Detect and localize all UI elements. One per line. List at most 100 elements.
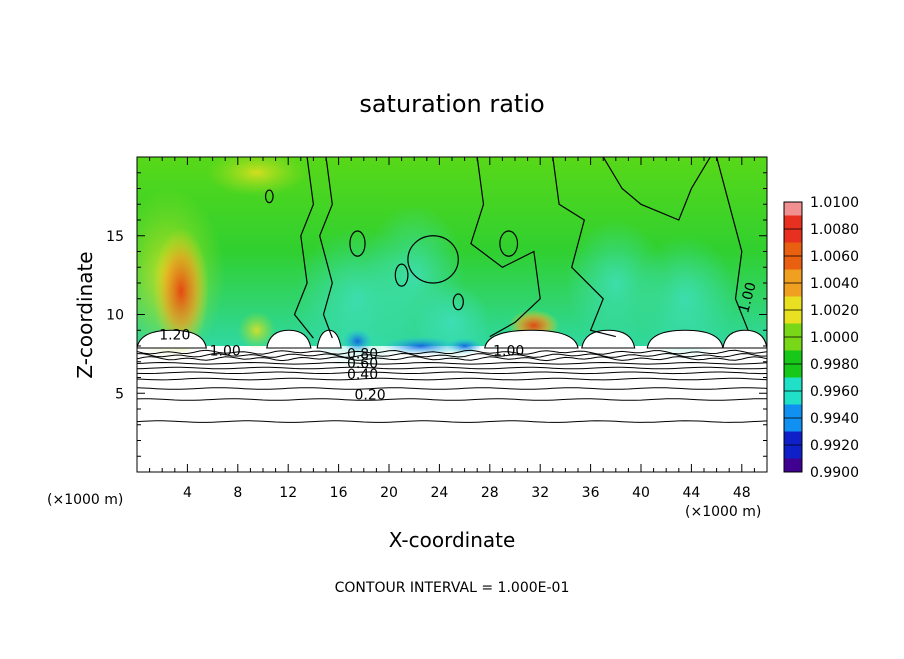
colorbar-tick-label: 1.0020 [810, 303, 859, 319]
x-axis: 4 8 12 16 20 24 28 32 36 40 44 48 [149, 157, 755, 501]
contour-label: 1.00 [736, 281, 760, 315]
x-tick-label: 28 [481, 485, 499, 501]
contour-line [137, 352, 767, 358]
x-tick-label: 44 [682, 485, 700, 501]
contour-line [137, 361, 767, 365]
colorbar-swatch [784, 337, 802, 351]
contour-line [452, 293, 464, 311]
plot-area: 0.20 0.400.600.80 1.00 1.20 1.00 1.00 [136, 156, 768, 473]
colorbar-tick-label: 1.0000 [810, 330, 859, 346]
contour-interval-note: CONTOUR INTERVAL = 1.000E-01 [335, 580, 570, 596]
supersat-top [206, 157, 308, 197]
contour-label: 1.00 [210, 343, 241, 359]
cloud-patch [266, 329, 312, 349]
contour-line [349, 230, 366, 257]
colorbar-tick-label: 0.9980 [810, 357, 859, 373]
contour-label: 1.00 [493, 343, 524, 359]
supersat-patch [237, 311, 276, 350]
x-axis-label: X-coordinate [389, 528, 516, 552]
contour-line [319, 157, 333, 339]
cloud-patch [137, 329, 207, 349]
colorbar-swatch [784, 364, 802, 378]
subsat-edge [342, 328, 373, 354]
contour-line [470, 157, 541, 338]
colorbar-swatch [784, 323, 802, 337]
cloud-patch [722, 329, 767, 349]
colorbar: 1.0100 1.0080 1.0060 1.0040 1.0020 1.0000 0.99… [783, 195, 859, 481]
contour-line [137, 371, 767, 375]
contour-line [137, 349, 767, 355]
cloud-patch [484, 329, 579, 349]
supersat-core [153, 227, 209, 354]
contour-line [264, 189, 274, 204]
contour-label: 1.20 [159, 328, 190, 344]
contour-line [499, 230, 519, 257]
chart-title: saturation ratio [359, 90, 544, 118]
colorbar-swatch [784, 418, 802, 432]
contour-label: 0.40 [347, 367, 378, 383]
colorbar-tick-label: 1.0040 [810, 276, 859, 292]
contour-line [552, 157, 616, 338]
cloud-patch [646, 329, 724, 349]
contour-line [137, 366, 767, 370]
cloud-patch [581, 329, 636, 349]
colorbar-swatch [784, 350, 802, 364]
contour-line [407, 235, 459, 284]
colorbar-swatch [784, 269, 802, 283]
colorbar-swatch [784, 215, 802, 229]
y-axis-label: Z-coordinate [73, 251, 97, 378]
x-tick-label: 40 [632, 485, 650, 501]
contour-label: 0.20 [355, 388, 386, 404]
contour-label: 0.60 [347, 356, 378, 372]
contour-line [716, 157, 749, 331]
x-unit-right: (×1000 m) [685, 504, 761, 520]
contour-line [137, 356, 767, 362]
x-tick-label: 20 [380, 485, 398, 501]
colorbar-swatch [784, 445, 802, 459]
colorbar-swatch [784, 202, 802, 216]
y-tick-label: 15 [106, 229, 124, 245]
contour-line [293, 157, 315, 339]
colorbar-tick-label: 1.0100 [810, 195, 859, 211]
x-tick-label: 48 [733, 485, 751, 501]
y-tick-label: 5 [115, 386, 124, 402]
colorbar-tick-label: 1.0080 [810, 222, 859, 238]
subsat-edge [382, 336, 459, 356]
x-tick-label: 32 [531, 485, 549, 501]
colorbar-swatch [784, 431, 802, 445]
colorbar-swatch [784, 229, 802, 243]
colorbar-tick-label: 1.0060 [810, 249, 859, 265]
contour-line [137, 377, 767, 381]
x-unit-left: (×1000 m) [47, 492, 123, 508]
x-tick-label: 16 [330, 485, 348, 501]
colorbar-swatch [784, 391, 802, 405]
x-tick-label: 12 [279, 485, 297, 501]
colorbar-swatch [784, 310, 802, 324]
subsat-edge [445, 338, 484, 354]
contour-line [137, 387, 767, 390]
colorbar-swatch [784, 283, 802, 297]
colorbar-swatch [784, 458, 802, 472]
y-axis: 5 10 15 [106, 172, 767, 457]
y-tick-label: 10 [106, 308, 124, 324]
colorbar-swatch [784, 256, 802, 270]
heatmap-field: 0.20 0.400.600.80 1.00 1.20 1.00 1.00 [137, 157, 767, 472]
colorbar-swatch [784, 296, 802, 310]
colorbar-swatch [784, 242, 802, 256]
colorbar-tick-label: 0.9920 [810, 438, 859, 454]
subsat-column [634, 235, 736, 362]
x-tick-label: 8 [233, 485, 242, 501]
contour-line [602, 157, 711, 221]
x-tick-label: 36 [582, 485, 600, 501]
x-tick-label: 4 [183, 485, 192, 501]
colorbar-swatch [784, 377, 802, 391]
contour-line [137, 420, 767, 423]
x-tick-label: 24 [430, 485, 448, 501]
contour-line [394, 263, 409, 287]
colorbar-tick-label: 0.9940 [810, 411, 859, 427]
colorbar-swatch [784, 404, 802, 418]
contour-line [137, 398, 767, 401]
contour-label: 0.80 [347, 347, 378, 363]
